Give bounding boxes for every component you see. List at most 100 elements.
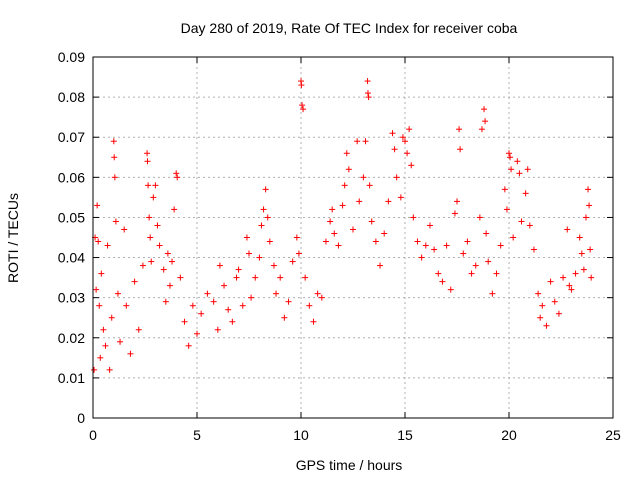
data-point	[111, 154, 118, 161]
data-point	[91, 366, 98, 373]
data-point	[501, 186, 508, 193]
data-point	[460, 250, 467, 257]
data-point	[154, 222, 161, 229]
data-point	[112, 218, 119, 225]
data-point	[293, 234, 300, 241]
data-point	[277, 274, 284, 281]
data-point	[537, 314, 544, 321]
data-point	[560, 274, 567, 281]
data-point	[146, 214, 153, 221]
data-point	[404, 150, 411, 157]
data-point	[173, 170, 180, 177]
data-point	[229, 318, 236, 325]
data-point	[510, 234, 517, 241]
data-point	[397, 194, 404, 201]
data-point	[443, 242, 450, 249]
data-point	[117, 338, 124, 345]
data-point	[243, 234, 250, 241]
data-point	[95, 238, 102, 245]
data-point	[235, 266, 242, 273]
x-tick-label: 25	[605, 427, 621, 443]
grid-lines	[93, 57, 613, 418]
data-point	[171, 206, 178, 213]
data-point	[516, 170, 523, 177]
data-point	[551, 298, 558, 305]
data-point	[258, 222, 265, 229]
data-point	[93, 286, 100, 293]
data-point	[239, 302, 246, 309]
data-point	[365, 94, 372, 101]
y-tick-label: 0.08	[58, 89, 85, 105]
data-point	[339, 202, 346, 209]
data-point	[431, 246, 438, 253]
data-point	[285, 298, 292, 305]
data-point	[514, 158, 521, 165]
data-point	[273, 290, 280, 297]
data-point	[530, 246, 537, 253]
data-point	[399, 134, 406, 141]
data-point	[478, 126, 485, 133]
data-point	[524, 166, 531, 173]
data-point	[483, 230, 490, 237]
data-point	[198, 310, 205, 317]
data-point	[389, 130, 396, 137]
data-point	[393, 174, 400, 181]
data-point	[447, 286, 454, 293]
data-point	[160, 266, 167, 273]
data-point	[121, 226, 128, 233]
data-point	[582, 214, 589, 221]
data-point	[123, 302, 130, 309]
data-point	[576, 234, 583, 241]
data-point	[314, 290, 321, 297]
data-point	[110, 138, 117, 145]
data-points	[91, 78, 595, 373]
data-point	[152, 182, 159, 189]
data-point	[194, 330, 200, 337]
data-point	[354, 138, 361, 145]
data-point	[539, 302, 546, 309]
x-tick-label: 10	[293, 427, 309, 443]
data-point	[472, 262, 479, 269]
data-point	[181, 318, 188, 325]
data-point	[221, 282, 228, 289]
data-point	[547, 278, 554, 285]
data-point	[418, 254, 425, 261]
y-tick-label: 0.07	[58, 129, 85, 145]
data-point	[368, 218, 375, 225]
data-point	[362, 138, 369, 145]
data-point	[585, 186, 592, 193]
axis-ticks: 0 5 10 15 20 25 0 0.01 0.02 0.03 0.04 0.05 0.06 0.07 0…	[58, 49, 621, 443]
data-point	[451, 210, 458, 217]
data-point	[225, 306, 232, 313]
data-point	[564, 226, 571, 233]
data-point	[144, 158, 151, 165]
data-point	[364, 90, 371, 97]
data-point	[535, 290, 542, 297]
y-tick-label: 0.09	[58, 49, 85, 65]
data-point	[482, 118, 489, 125]
chart-title: Day 280 of 2019, Rate Of TEC Index for r…	[181, 20, 518, 36]
data-point	[356, 198, 363, 205]
data-point	[364, 78, 371, 85]
data-point	[139, 262, 146, 269]
data-point	[454, 198, 460, 205]
data-point	[464, 238, 471, 245]
data-point	[185, 342, 192, 349]
data-point	[310, 318, 317, 325]
data-point	[111, 174, 118, 181]
data-point	[526, 222, 533, 229]
data-point	[381, 230, 388, 237]
data-point	[131, 278, 138, 285]
data-point	[385, 198, 392, 205]
data-point	[468, 270, 475, 277]
data-point	[345, 166, 352, 173]
data-point	[145, 182, 152, 189]
data-point	[262, 186, 269, 193]
data-point	[414, 238, 421, 245]
data-point	[457, 146, 464, 153]
data-point	[329, 206, 336, 213]
data-point	[302, 274, 309, 281]
y-tick-label: 0	[77, 410, 85, 426]
data-point	[96, 302, 103, 309]
